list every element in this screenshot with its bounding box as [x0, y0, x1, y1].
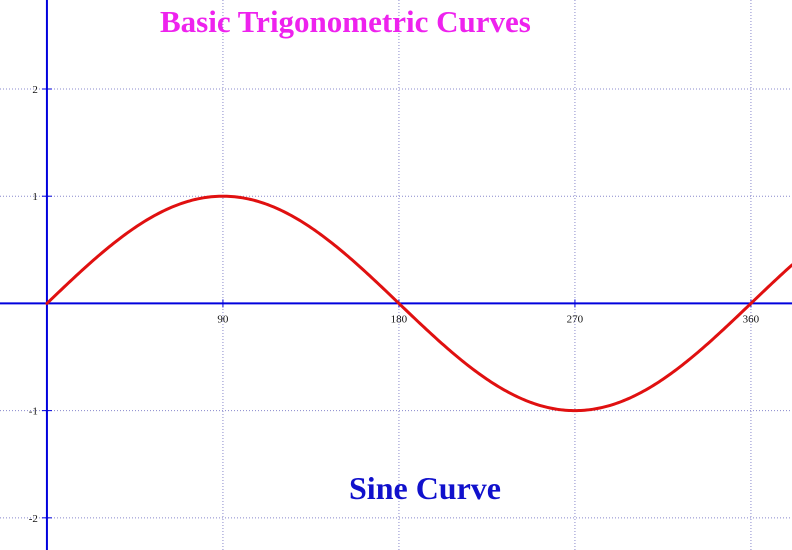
series-layer	[45, 194, 792, 413]
x-tick-label: 180	[391, 313, 408, 325]
tick-marks	[41, 88, 752, 519]
y-tick-label: -1	[29, 406, 38, 418]
curve-annotation: Sine Curve	[349, 470, 501, 506]
y-tick-label: 2	[32, 84, 38, 96]
chart-title: Basic Trigonometric Curves	[160, 4, 531, 39]
x-tick-label: 360	[743, 313, 760, 325]
x-tick-label: 90	[217, 313, 229, 325]
x-tick-label: 270	[567, 313, 584, 325]
y-tick-label: -2	[29, 513, 38, 525]
tick-labels: 90 180 270 360 2 1 -1 -2	[29, 84, 760, 525]
sine-curve-line	[45, 194, 792, 413]
y-tick-label: 1	[32, 191, 38, 203]
